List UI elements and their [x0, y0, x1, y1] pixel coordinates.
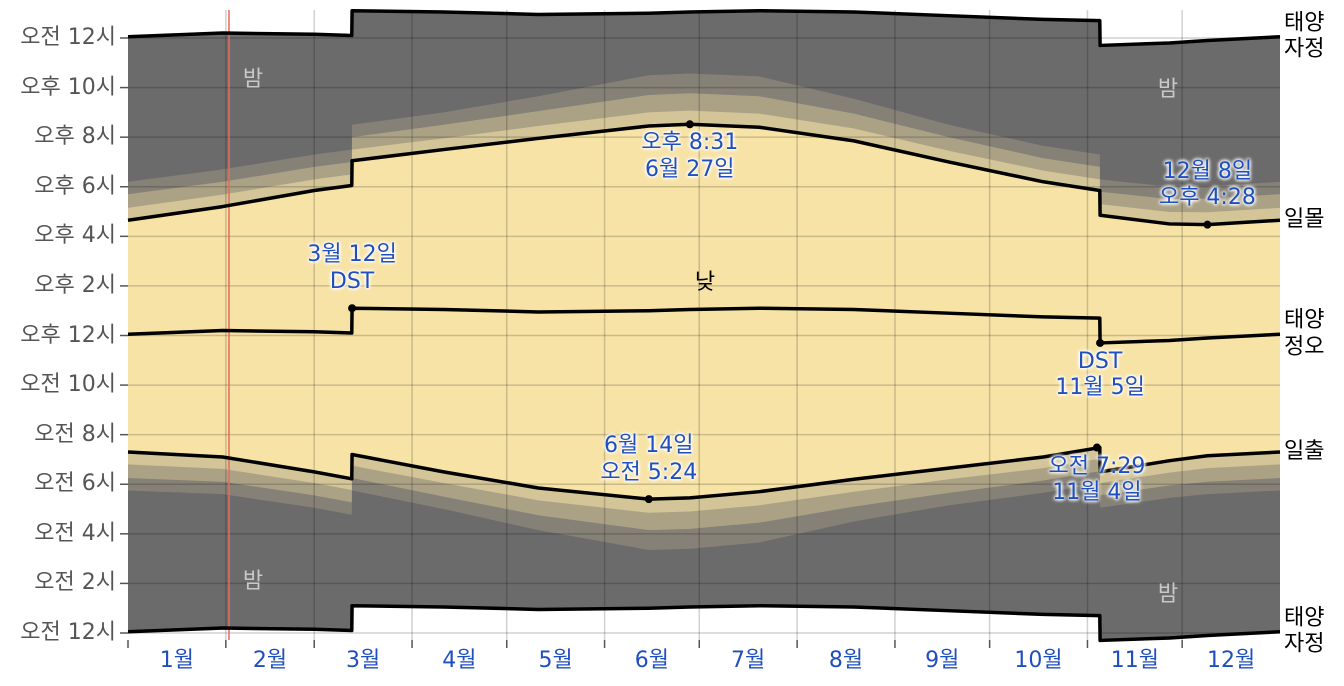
y-tick-label: 오전 12시: [20, 619, 116, 645]
x-tick-label: 1월: [159, 648, 195, 673]
x-tick-label: 12월: [1206, 648, 1256, 673]
annotation: 오후 8:31 6월 27일: [641, 130, 739, 182]
annotation-dot: [348, 304, 357, 313]
series-label: 일출: [1284, 438, 1325, 464]
region-label: 낮: [694, 269, 716, 295]
x-tick-label: 3월: [346, 648, 381, 673]
series-line: [127, 306, 1281, 345]
region-label: 밤: [242, 568, 264, 594]
x-tick-label: 9월: [925, 648, 960, 673]
y-tick-label: 오전 10시: [20, 371, 116, 397]
x-tick-label: 4월: [442, 648, 477, 673]
annotation-dot: [644, 495, 653, 504]
y-tick-label: 오후 12시: [20, 322, 116, 348]
series-label: 일몰: [1284, 207, 1325, 233]
band: [128, 124, 1280, 500]
region-label: 밤: [1157, 581, 1179, 607]
annotation: 3월 12일 DST: [307, 242, 397, 294]
annotation: 12월 8일 오후 4:28: [1158, 158, 1256, 211]
y-tick-label: 오후 4시: [34, 223, 116, 249]
region-label: 밤: [242, 66, 264, 92]
annotation: 6월 14일 오전 5:24: [600, 433, 698, 485]
series-label: 태양 자정: [1284, 605, 1325, 657]
series-line: [127, 603, 1281, 643]
series-label: 태양 정오: [1284, 307, 1325, 360]
x-tick-label: 2월: [252, 648, 288, 673]
x-tick-label: 10월: [1014, 648, 1063, 673]
x-tick-label: 7월: [731, 648, 766, 673]
series-label: 태양 자정: [1284, 10, 1325, 62]
annotation-dot: [685, 120, 694, 129]
annotation-dot: [1096, 338, 1105, 347]
y-tick-label: 오전 2시: [34, 570, 116, 596]
y-tick-label: 오후 6시: [34, 173, 116, 199]
x-tick-label: 6월: [634, 648, 670, 673]
y-tick-label: 오후 8시: [34, 123, 116, 149]
x-tick-label: 8월: [828, 648, 864, 673]
annotation-dot: [1203, 220, 1212, 229]
series-line: [127, 8, 1281, 48]
y-tick-label: 오전 12시: [20, 24, 116, 50]
y-tick-label: 오전 6시: [34, 471, 116, 497]
x-tick-label: 5월: [538, 648, 573, 673]
series-line: [127, 445, 1281, 501]
y-tick-label: 오후 2시: [34, 272, 116, 298]
region-label: 밤: [1157, 76, 1179, 102]
x-tick-label: 11월: [1110, 648, 1159, 673]
y-tick-label: 오전 4시: [34, 520, 116, 546]
annotation: 오전 7:29 11월 4일: [1048, 453, 1146, 505]
annotation-dot: [1092, 443, 1101, 452]
annotation: DST 11월 5일: [1055, 348, 1145, 401]
y-tick-label: 오전 8시: [34, 421, 116, 447]
series-line: [127, 122, 1281, 227]
y-tick-label: 오후 10시: [20, 74, 116, 100]
